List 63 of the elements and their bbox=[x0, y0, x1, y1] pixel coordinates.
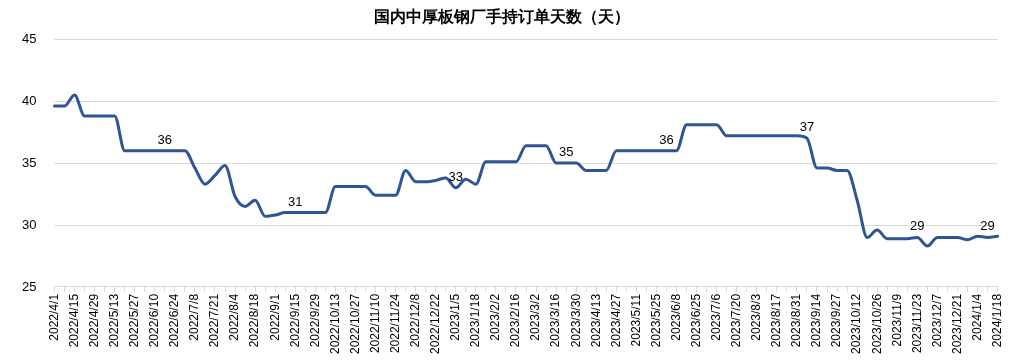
data-label: 36 bbox=[157, 131, 173, 147]
data-label: 29 bbox=[910, 218, 925, 234]
x-tick-label: 2023/12/7 bbox=[929, 293, 944, 348]
x-tick-label: 2022/9/1 bbox=[267, 293, 282, 341]
x-tick-label: 2022/6/10 bbox=[147, 293, 162, 348]
x-tick-label: 2023/9/14 bbox=[809, 293, 824, 348]
x-tick-label: 2023/7/20 bbox=[729, 293, 744, 348]
x-tick-label: 2022/10/27 bbox=[347, 293, 362, 354]
x-tick-label: 2024/1/4 bbox=[969, 293, 984, 341]
x-tick-label: 2023/2/16 bbox=[508, 293, 523, 348]
x-tick-label: 2023/10/12 bbox=[849, 293, 864, 354]
x-tick-label: 2023/11/9 bbox=[889, 293, 904, 347]
chart-title: 国内中厚板钢厂手持订单天数（天） bbox=[374, 8, 630, 27]
y-tick-label: 45 bbox=[21, 30, 37, 46]
data-label: 35 bbox=[558, 144, 574, 160]
x-tick-label: 2023/12/21 bbox=[949, 293, 964, 354]
x-tick-label: 2023/5/25 bbox=[648, 293, 663, 348]
y-tick-label: 30 bbox=[21, 216, 37, 232]
x-tick-label: 2022/11/10 bbox=[367, 293, 382, 354]
x-tick-label: 2022/12/22 bbox=[428, 293, 443, 354]
y-tick-label: 25 bbox=[21, 278, 37, 294]
x-tick-label: 2023/3/2 bbox=[528, 293, 543, 341]
x-tick-label: 2023/9/27 bbox=[829, 293, 844, 348]
x-tick-label: 2023/5/11 bbox=[628, 293, 643, 347]
y-tick-label: 35 bbox=[21, 154, 37, 170]
x-tick-label: 2022/10/13 bbox=[327, 293, 342, 354]
x-tick-label: 2022/12/8 bbox=[407, 293, 422, 348]
x-tick-label: 2022/7/21 bbox=[207, 293, 222, 348]
data-label: 36 bbox=[659, 131, 674, 147]
x-tick-label: 2023/1/18 bbox=[468, 293, 483, 348]
x-tick-label: 2022/5/13 bbox=[106, 293, 121, 348]
x-tick-label: 2023/4/13 bbox=[588, 293, 603, 348]
x-tick-label: 2022/7/8 bbox=[187, 293, 202, 341]
x-tick-label: 2023/1/5 bbox=[448, 293, 463, 341]
x-tick-label: 2022/4/29 bbox=[86, 293, 101, 348]
x-tick-label: 2022/8/18 bbox=[247, 293, 262, 348]
data-label: 33 bbox=[448, 168, 464, 184]
line-series bbox=[52, 93, 1000, 248]
x-tick-label: 2022/4/15 bbox=[66, 293, 81, 348]
x-tick-label: 2023/6/25 bbox=[688, 293, 703, 348]
x-tick-label: 2023/4/27 bbox=[608, 293, 623, 348]
y-tick-label: 40 bbox=[21, 92, 37, 108]
x-tick-label: 2022/8/4 bbox=[227, 293, 242, 341]
x-tick-label: 2023/3/16 bbox=[548, 293, 563, 348]
x-tick-label: 2023/8/3 bbox=[749, 293, 764, 341]
x-tick-label: 2024/1/18 bbox=[989, 293, 1004, 348]
x-tick-label: 2023/3/30 bbox=[568, 293, 583, 348]
x-tick-label: 2022/9/15 bbox=[287, 293, 302, 348]
x-tick-label: 2022/4/1 bbox=[46, 293, 61, 341]
data-label: 29 bbox=[980, 218, 995, 234]
x-tick-label: 2023/6/8 bbox=[668, 293, 683, 341]
data-label: 31 bbox=[288, 193, 303, 209]
x-tick-label: 2022/6/24 bbox=[167, 293, 182, 348]
x-tick-label: 2022/5/27 bbox=[127, 293, 142, 348]
x-tick-label: 2023/11/23 bbox=[909, 293, 924, 354]
x-tick-label: 2023/8/31 bbox=[789, 293, 804, 348]
data-label: 37 bbox=[799, 119, 815, 135]
x-tick-label: 2023/2/2 bbox=[488, 293, 503, 341]
x-tick-label: 2023/7/6 bbox=[708, 293, 723, 341]
x-tick-label: 2023/8/17 bbox=[769, 293, 784, 348]
x-tick-label: 2022/9/29 bbox=[307, 293, 322, 348]
x-tick-label: 2023/10/26 bbox=[869, 293, 884, 354]
x-tick-label: 2022/11/24 bbox=[387, 293, 402, 354]
